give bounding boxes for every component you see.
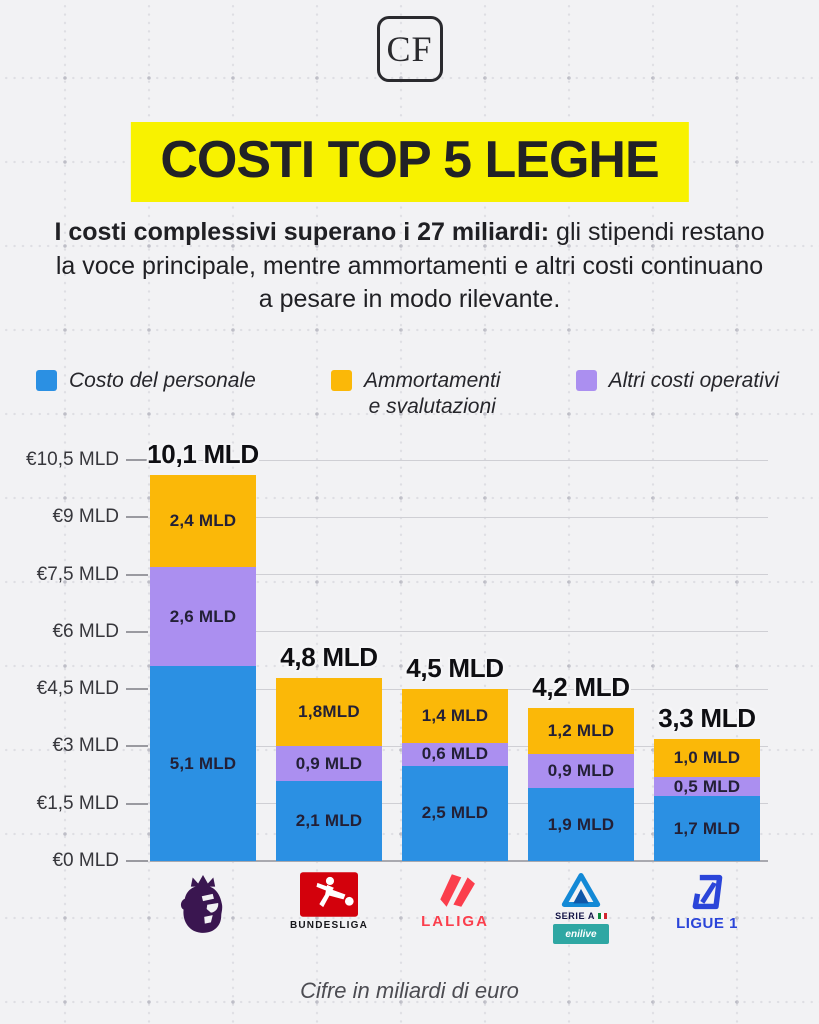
y-tick-mark — [126, 573, 148, 576]
y-tick-mark — [126, 802, 148, 805]
bar-segment-serie-a: 1,9 MLD — [528, 788, 634, 861]
bar-segment-laliga: 2,5 MLD — [402, 765, 508, 861]
bar-segment-label: 2,4 MLD — [169, 511, 237, 531]
subtitle: I costi complessivi superano i 27 miliar… — [48, 216, 772, 317]
bar-segment-label: 1,2 MLD — [547, 721, 615, 741]
subtitle-rest: gli stipendi restano la voce principale,… — [55, 218, 765, 313]
y-tick-mark — [126, 860, 148, 862]
legend-swatch-orange — [330, 370, 352, 391]
legend-swatch-blue — [36, 370, 57, 391]
ligue1-logo: LIGUE 1 — [644, 872, 770, 967]
serie-a-wordmark-text: SERIE A — [555, 911, 595, 921]
y-tick-mark — [126, 516, 148, 519]
y-tick-mark — [126, 630, 148, 633]
y-tick-mark — [126, 459, 148, 461]
bar-segment-label: 1,4 MLD — [421, 705, 489, 725]
serie-a-wordmark: SERIE A — [555, 911, 607, 921]
chart-legend: Costo del personale Ammortamenti e svalu… — [36, 368, 779, 421]
gridline — [150, 574, 768, 576]
bar-segment-label: 2,6 MLD — [169, 606, 237, 626]
bundesliga-logo: BUNDESLIGA — [266, 872, 392, 967]
premier-league-logo — [140, 872, 266, 967]
bundesliga-player-icon — [300, 872, 358, 917]
laliga-mark-icon — [440, 874, 475, 907]
bar-segment-ligue-1: 1,7 MLD — [654, 796, 760, 861]
bar-segment-label: 1,8MLD — [298, 702, 360, 722]
bar-segment-premier-league: 2,4 MLD — [150, 475, 256, 567]
legend-item-personale: Costo del personale — [36, 368, 256, 394]
bar-segment-label: 5,1 MLD — [169, 753, 237, 773]
bar-segment-label: 0,6 MLD — [421, 744, 489, 764]
legend-label: Costo del personale — [69, 369, 256, 392]
bar-segment-ligue-1: 1,0 MLD — [654, 738, 760, 777]
bar-segment-laliga: 1,4 MLD — [402, 689, 508, 743]
footer-note: Cifre in miliardi di euro — [300, 978, 519, 1003]
bar-total-label: 10,1 MLD — [147, 439, 259, 470]
bar-segment-bundesliga: 0,9 MLD — [276, 746, 382, 781]
bar-segment-premier-league: 5,1 MLD — [150, 666, 256, 861]
premier-league-lion-icon — [180, 875, 223, 933]
legend-label: Ammortamenti e svalutazioni — [363, 369, 501, 419]
legend-item-altri-costi: Altri costi operativi — [575, 368, 779, 394]
bar-segment-premier-league: 2,6 MLD — [150, 566, 256, 667]
bar-segment-bundesliga: 2,1 MLD — [276, 780, 382, 861]
bar-total-label: 3,3 MLD — [658, 702, 756, 733]
page-title: COSTI TOP 5 LEGHE — [160, 131, 659, 189]
serie-a-logo: SERIE A enilive — [518, 872, 644, 967]
enilive-sponsor-badge: enilive — [553, 924, 609, 944]
cf-logo-text: CF — [386, 29, 433, 69]
italy-flag-icon — [597, 913, 607, 919]
gridline — [150, 860, 768, 862]
bar-segment-laliga: 0,6 MLD — [402, 742, 508, 766]
ligue1-mark-icon — [692, 874, 723, 910]
legend-label: Altri costi operativi — [608, 369, 779, 392]
bar-segment-label: 0,9 MLD — [547, 761, 615, 781]
bar-segment-bundesliga: 1,8MLD — [276, 677, 382, 747]
y-tick-label: €3 MLD — [52, 735, 119, 757]
bar-segment-serie-a: 1,2 MLD — [528, 708, 634, 755]
bundesliga-wordmark: BUNDESLIGA — [289, 920, 369, 931]
bar-total-label: 4,8 MLD — [280, 641, 378, 672]
bar-segment-label: 1,0 MLD — [673, 747, 741, 767]
y-tick-label: €7,5 MLD — [36, 563, 119, 585]
y-tick-mark — [126, 688, 148, 691]
gridline — [150, 459, 768, 461]
y-tick-label: €1,5 MLD — [36, 792, 119, 814]
laliga-logo: LALIGA — [392, 872, 518, 967]
y-tick-mark — [126, 745, 148, 748]
y-tick-label: €4,5 MLD — [36, 678, 119, 700]
legend-item-ammortamenti: Ammortamenti e svalutazioni — [330, 368, 501, 421]
y-tick-label: €0 MLD — [52, 850, 119, 871]
gridline — [150, 516, 768, 518]
laliga-wordmark: LALIGA — [421, 913, 489, 930]
bar-segment-label: 0,9 MLD — [295, 753, 363, 773]
serie-a-triangle-icon — [561, 873, 601, 907]
y-tick-label: €10,5 MLD — [26, 449, 119, 470]
bar-segment-label: 2,5 MLD — [421, 803, 489, 823]
bar-total-label: 4,2 MLD — [532, 672, 630, 703]
enilive-wordmark: enilive — [565, 928, 597, 940]
bar-segment-label: 2,1 MLD — [295, 810, 363, 830]
bar-segment-label: 1,7 MLD — [673, 818, 741, 838]
bar-total-label: 4,5 MLD — [406, 653, 504, 684]
gridline — [150, 631, 768, 633]
cf-logo: CF — [376, 16, 443, 82]
bar-segment-label: 1,9 MLD — [547, 814, 615, 834]
legend-swatch-purple — [575, 370, 597, 391]
bar-segment-ligue-1: 0,5 MLD — [654, 776, 760, 797]
title-band: COSTI TOP 5 LEGHE — [130, 122, 689, 202]
ligue1-wordmark: LIGUE 1 — [676, 915, 738, 932]
bar-segment-label: 0,5 MLD — [673, 776, 741, 796]
y-tick-label: €9 MLD — [52, 506, 119, 528]
subtitle-bold: I costi complessivi superano i 27 miliar… — [54, 218, 550, 246]
y-tick-label: €6 MLD — [52, 620, 119, 642]
bar-segment-serie-a: 0,9 MLD — [528, 754, 634, 789]
